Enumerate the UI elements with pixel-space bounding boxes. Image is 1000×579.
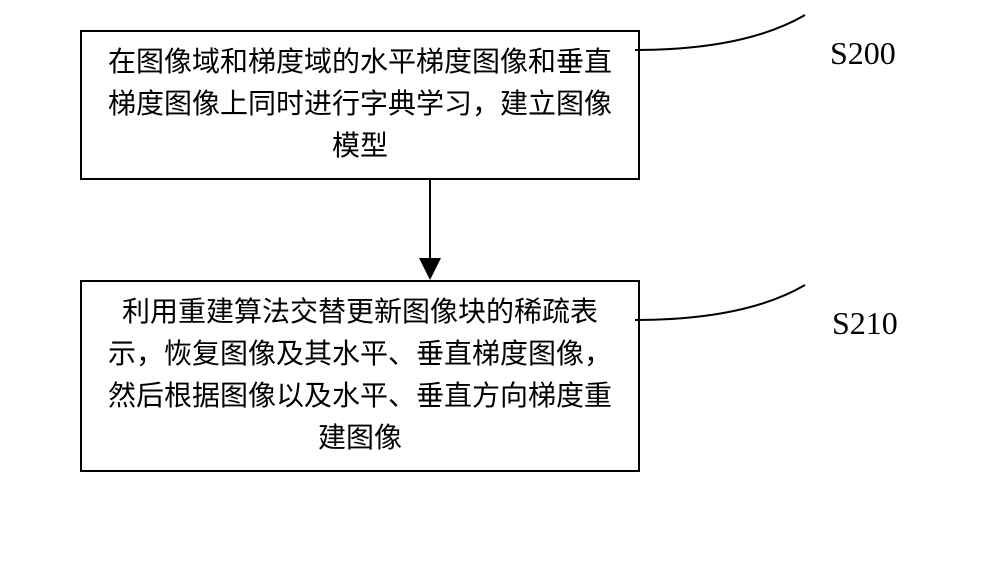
flow-node-s200: 在图像域和梯度域的水平梯度图像和垂直梯度图像上同时进行字典学习，建立图像模型 [80, 30, 640, 180]
flowchart-container: 在图像域和梯度域的水平梯度图像和垂直梯度图像上同时进行字典学习，建立图像模型 利… [70, 30, 790, 472]
flow-arrow-line [429, 180, 431, 258]
flow-node-s210-text: 利用重建算法交替更新图像块的稀疏表示，恢复图像及其水平、垂直梯度图像，然后根据图… [102, 292, 618, 460]
leader-line-s210 [635, 280, 835, 360]
flow-node-s210: 利用重建算法交替更新图像块的稀疏表示，恢复图像及其水平、垂直梯度图像，然后根据图… [80, 280, 640, 472]
leader-line-s200 [635, 10, 835, 90]
step-label-s210: S210 [832, 305, 898, 342]
flow-arrow [70, 180, 790, 280]
step-label-s200: S200 [830, 35, 896, 72]
flow-arrow-head [419, 258, 441, 280]
flow-node-s200-text: 在图像域和梯度域的水平梯度图像和垂直梯度图像上同时进行字典学习，建立图像模型 [102, 42, 618, 168]
